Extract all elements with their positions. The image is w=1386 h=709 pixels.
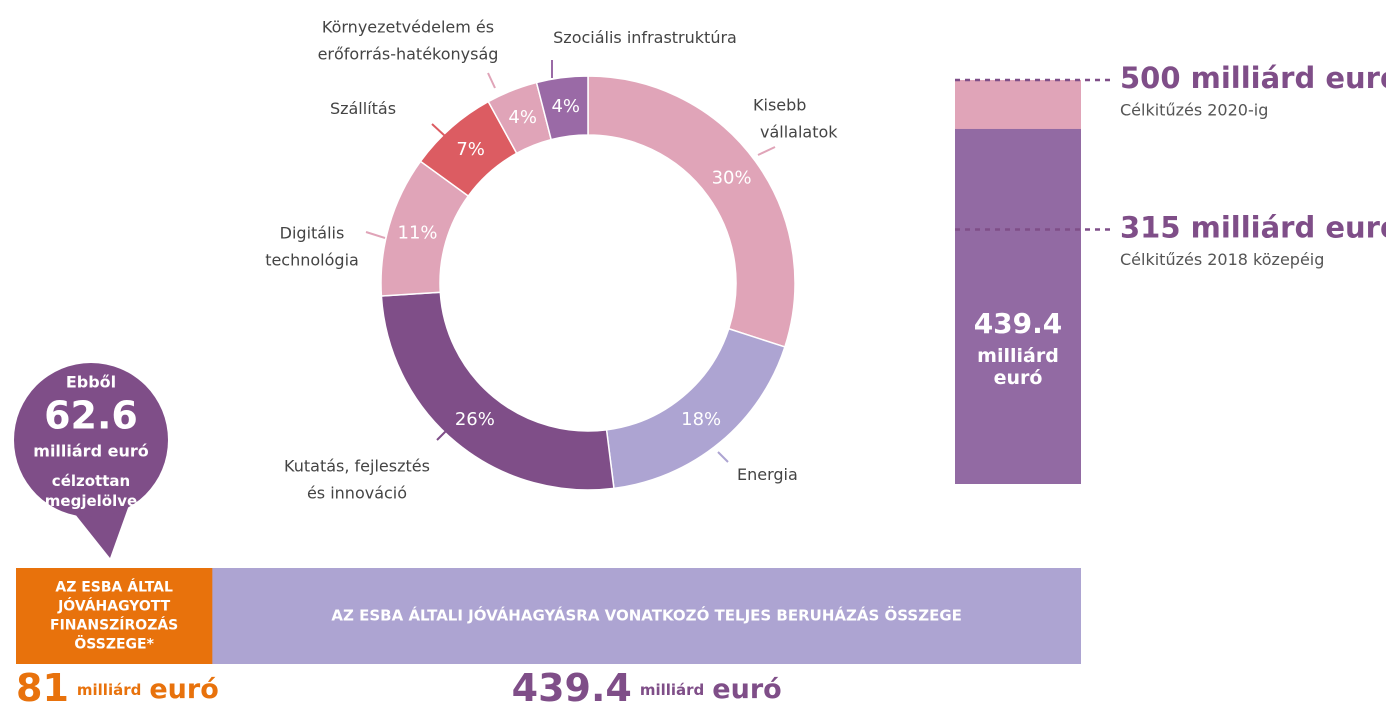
leader-line [757,146,776,156]
target-label: 315 milliárd euró [1120,210,1386,244]
slice-value-label: 7% [456,139,485,160]
donut-slice [587,75,796,348]
donut-slice [535,75,589,141]
leader-line [487,72,496,89]
slice-value-label: 11% [398,222,438,243]
callout-intro: Ebből [66,373,116,392]
value-part: euró [149,674,218,705]
target-note: Célkitűzés 2018 közepéig [1120,250,1324,269]
slice-value-label: 30% [712,168,752,189]
callout-bubble [14,363,168,517]
leader-line [365,231,386,239]
category-label: Digitális technológia [265,223,359,269]
value-part: euró [712,674,781,705]
total-bar-label: AZ ESBA ÁLTALI JÓVÁHAGYÁSRA VONATKOZÓ TE… [331,606,961,625]
value-bar [955,128,1081,485]
category-label: Kisebb vállalatok [753,95,838,141]
callout-value: 62.6 [44,394,138,438]
part-bar [16,568,213,664]
donut-slice [380,291,615,491]
value-part: 439.4 [512,666,632,709]
category-label: Energia [737,465,798,484]
leader-line [717,451,729,463]
category-label: Szociális infrastruktúra [553,28,737,47]
target-label: 500 milliárd euró [1120,61,1386,95]
callout-note: célzottan megjelölve [45,472,137,510]
bar-total-value: 81 milliárd euró [16,666,219,709]
target-note: Célkitűzés 2020-ig [1120,101,1268,120]
value-part: milliárd [640,681,704,699]
callout-unit: milliárd euró [33,442,148,461]
leader-line [431,123,446,137]
slice-value-label: 4% [508,107,537,128]
callout-bubble [71,505,129,558]
slice-value-label: 18% [681,409,721,430]
category-label: Szállítás [330,99,396,118]
bar-total-value: 439.4 milliárd euró [512,666,782,709]
value-part: milliárd [77,681,141,699]
value-part: 81 [16,666,69,709]
slice-value-label: 26% [455,409,495,430]
bar-unit: milliárd euró [977,345,1059,389]
bar-value-label: 439.4 [974,307,1063,340]
part-bar-label: AZ ESBA ÁLTAL JÓVÁHAGYOTT FINANSZÍROZÁS ÖSS… [50,579,178,653]
category-label: Környezetvédelem és erőforrás-hatékonyság [318,17,499,63]
slice-value-label: 4% [551,96,580,117]
leader-line [436,429,448,441]
category-label: Kutatás, fejlesztés és innováció [284,456,430,502]
